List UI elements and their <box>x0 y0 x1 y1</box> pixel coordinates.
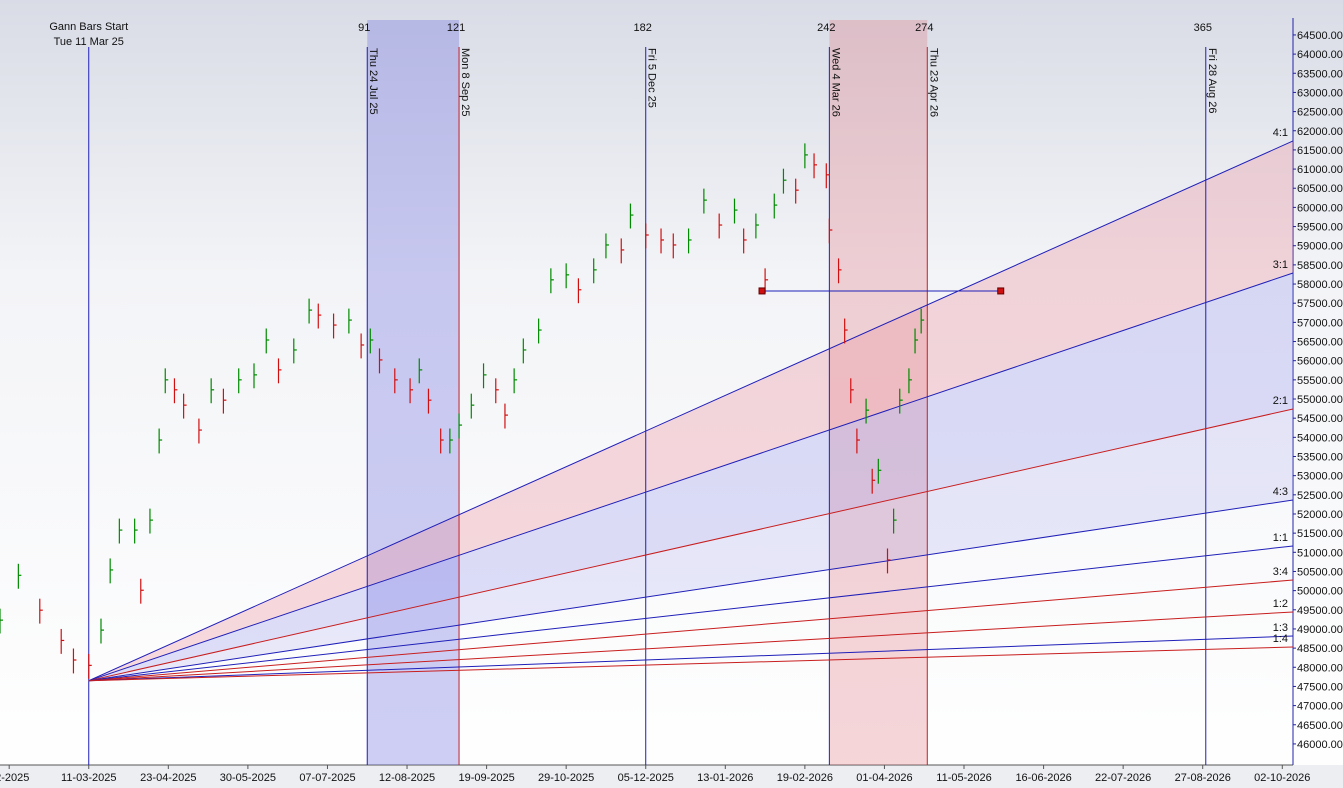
fan-line <box>88 646 1294 682</box>
time-label: Mon 8 Sep 25 <box>459 48 471 117</box>
y-tick-label: 51500.00 <box>1297 528 1343 540</box>
fan-label: 1:2 <box>1273 598 1288 610</box>
x-tick-label: 27-08-2026 <box>1175 772 1231 784</box>
x-tick-label: 11-03-2025 <box>61 772 116 784</box>
x-tick-label: 22-07-2026 <box>1095 772 1151 784</box>
x-tick-label: 19-09-2025 <box>458 772 514 784</box>
y-tick-label: 54000.00 <box>1297 432 1343 444</box>
x-tick-label: 11-05-2026 <box>936 772 991 784</box>
x-tick-label: 13-01-2026 <box>697 772 753 784</box>
y-tick-label: 63500.00 <box>1297 68 1343 80</box>
level-handle <box>997 287 1005 295</box>
y-tick-label: 60000.00 <box>1297 202 1343 214</box>
level-handle <box>758 287 766 295</box>
y-tick-label: 57500.00 <box>1297 298 1343 310</box>
x-tick-label: 23-04-2025 <box>140 772 196 784</box>
bar-count: 182 <box>634 22 652 34</box>
fan-label: 3:4 <box>1273 566 1288 578</box>
time-title: Gann Bars Start <box>49 21 128 33</box>
x-tick-label: 12-08-2025 <box>379 772 435 784</box>
y-tick-label: 50000.00 <box>1297 586 1343 598</box>
y-tick-label: 52500.00 <box>1297 490 1343 502</box>
fan-line <box>88 579 1294 682</box>
fan-label: 4:1 <box>1273 127 1288 139</box>
y-tick-label: 50500.00 <box>1297 566 1343 578</box>
bar-count: 274 <box>915 22 933 34</box>
y-tick-label: 52000.00 <box>1297 509 1343 521</box>
y-tick-label: 55000.00 <box>1297 394 1343 406</box>
x-tick-label: 16-06-2026 <box>1015 772 1071 784</box>
time-label: Thu 23 Apr 26 <box>927 48 939 117</box>
x-tick-label: 07-07-2025 <box>299 772 355 784</box>
y-tick-label: 54500.00 <box>1297 413 1343 425</box>
y-tick-label: 53500.00 <box>1297 451 1343 463</box>
fan-label: 1:3 <box>1273 622 1288 634</box>
time-label: Thu 24 Jul 25 <box>367 48 379 115</box>
y-tick-label: 56500.00 <box>1297 337 1343 349</box>
y-tick-label: 47500.00 <box>1297 681 1343 693</box>
y-tick-label: 60500.00 <box>1297 183 1343 195</box>
fan-label: 1:4 <box>1273 633 1288 645</box>
time-label: Tue 11 Mar 25 <box>54 36 124 48</box>
fan-label: 4:3 <box>1273 486 1288 498</box>
y-tick-label: 49500.00 <box>1297 605 1343 617</box>
fan-line <box>88 635 1294 682</box>
fan-line <box>88 611 1294 682</box>
time-label: Fri 5 Dec 25 <box>646 48 658 108</box>
time-band <box>829 20 928 765</box>
x-tick-label: 05-12-2025 <box>618 772 674 784</box>
y-tick-label: 62500.00 <box>1297 107 1343 119</box>
y-tick-label: 61000.00 <box>1297 164 1343 176</box>
time-label: Wed 4 Mar 26 <box>829 48 841 117</box>
x-axis-band <box>0 765 1343 788</box>
y-tick-label: 61500.00 <box>1297 145 1343 157</box>
bar-count: 91 <box>358 22 370 34</box>
y-tick-label: 63000.00 <box>1297 87 1343 99</box>
bar-count: 121 <box>447 22 465 34</box>
y-tick-label: 56000.00 <box>1297 356 1343 368</box>
x-tick-label: 02-10-2026 <box>1254 772 1310 784</box>
fan-label: 3:1 <box>1273 259 1288 271</box>
y-tick-label: 57000.00 <box>1297 317 1343 329</box>
fan-line <box>88 545 1294 682</box>
x-tick-label: 30-05-2025 <box>220 772 276 784</box>
bar-count: 242 <box>817 22 835 34</box>
x-tick-label: 02-2025 <box>0 772 29 784</box>
y-tick-label: 47000.00 <box>1297 701 1343 713</box>
fan-line <box>88 272 1294 682</box>
y-tick-label: 48000.00 <box>1297 662 1343 674</box>
fan-line <box>88 140 1294 682</box>
y-tick-label: 49000.00 <box>1297 624 1343 636</box>
y-tick-label: 55500.00 <box>1297 375 1343 387</box>
y-tick-label: 53000.00 <box>1297 471 1343 483</box>
time-label: Fri 28 Aug 26 <box>1206 48 1218 113</box>
y-tick-label: 59000.00 <box>1297 241 1343 253</box>
fan-label: 2:1 <box>1273 395 1288 407</box>
y-tick-label: 58000.00 <box>1297 279 1343 291</box>
y-tick-label: 48500.00 <box>1297 643 1343 655</box>
y-tick-label: 64500.00 <box>1297 30 1343 42</box>
y-tick-label: 46500.00 <box>1297 720 1343 732</box>
x-tick-label: 19-02-2026 <box>777 772 833 784</box>
y-tick-label: 46000.00 <box>1297 739 1343 751</box>
fan-line <box>88 499 1294 682</box>
bar-count: 365 <box>1194 22 1212 34</box>
y-tick-label: 64000.00 <box>1297 49 1343 61</box>
fan-line <box>88 408 1294 682</box>
x-tick-label: 01-04-2026 <box>856 772 912 784</box>
y-tick-label: 62000.00 <box>1297 126 1343 138</box>
fan-label: 1:1 <box>1273 532 1288 544</box>
y-tick-label: 58500.00 <box>1297 260 1343 272</box>
x-tick-label: 29-10-2025 <box>538 772 594 784</box>
y-tick-label: 59500.00 <box>1297 222 1343 234</box>
y-tick-label: 51000.00 <box>1297 547 1343 559</box>
